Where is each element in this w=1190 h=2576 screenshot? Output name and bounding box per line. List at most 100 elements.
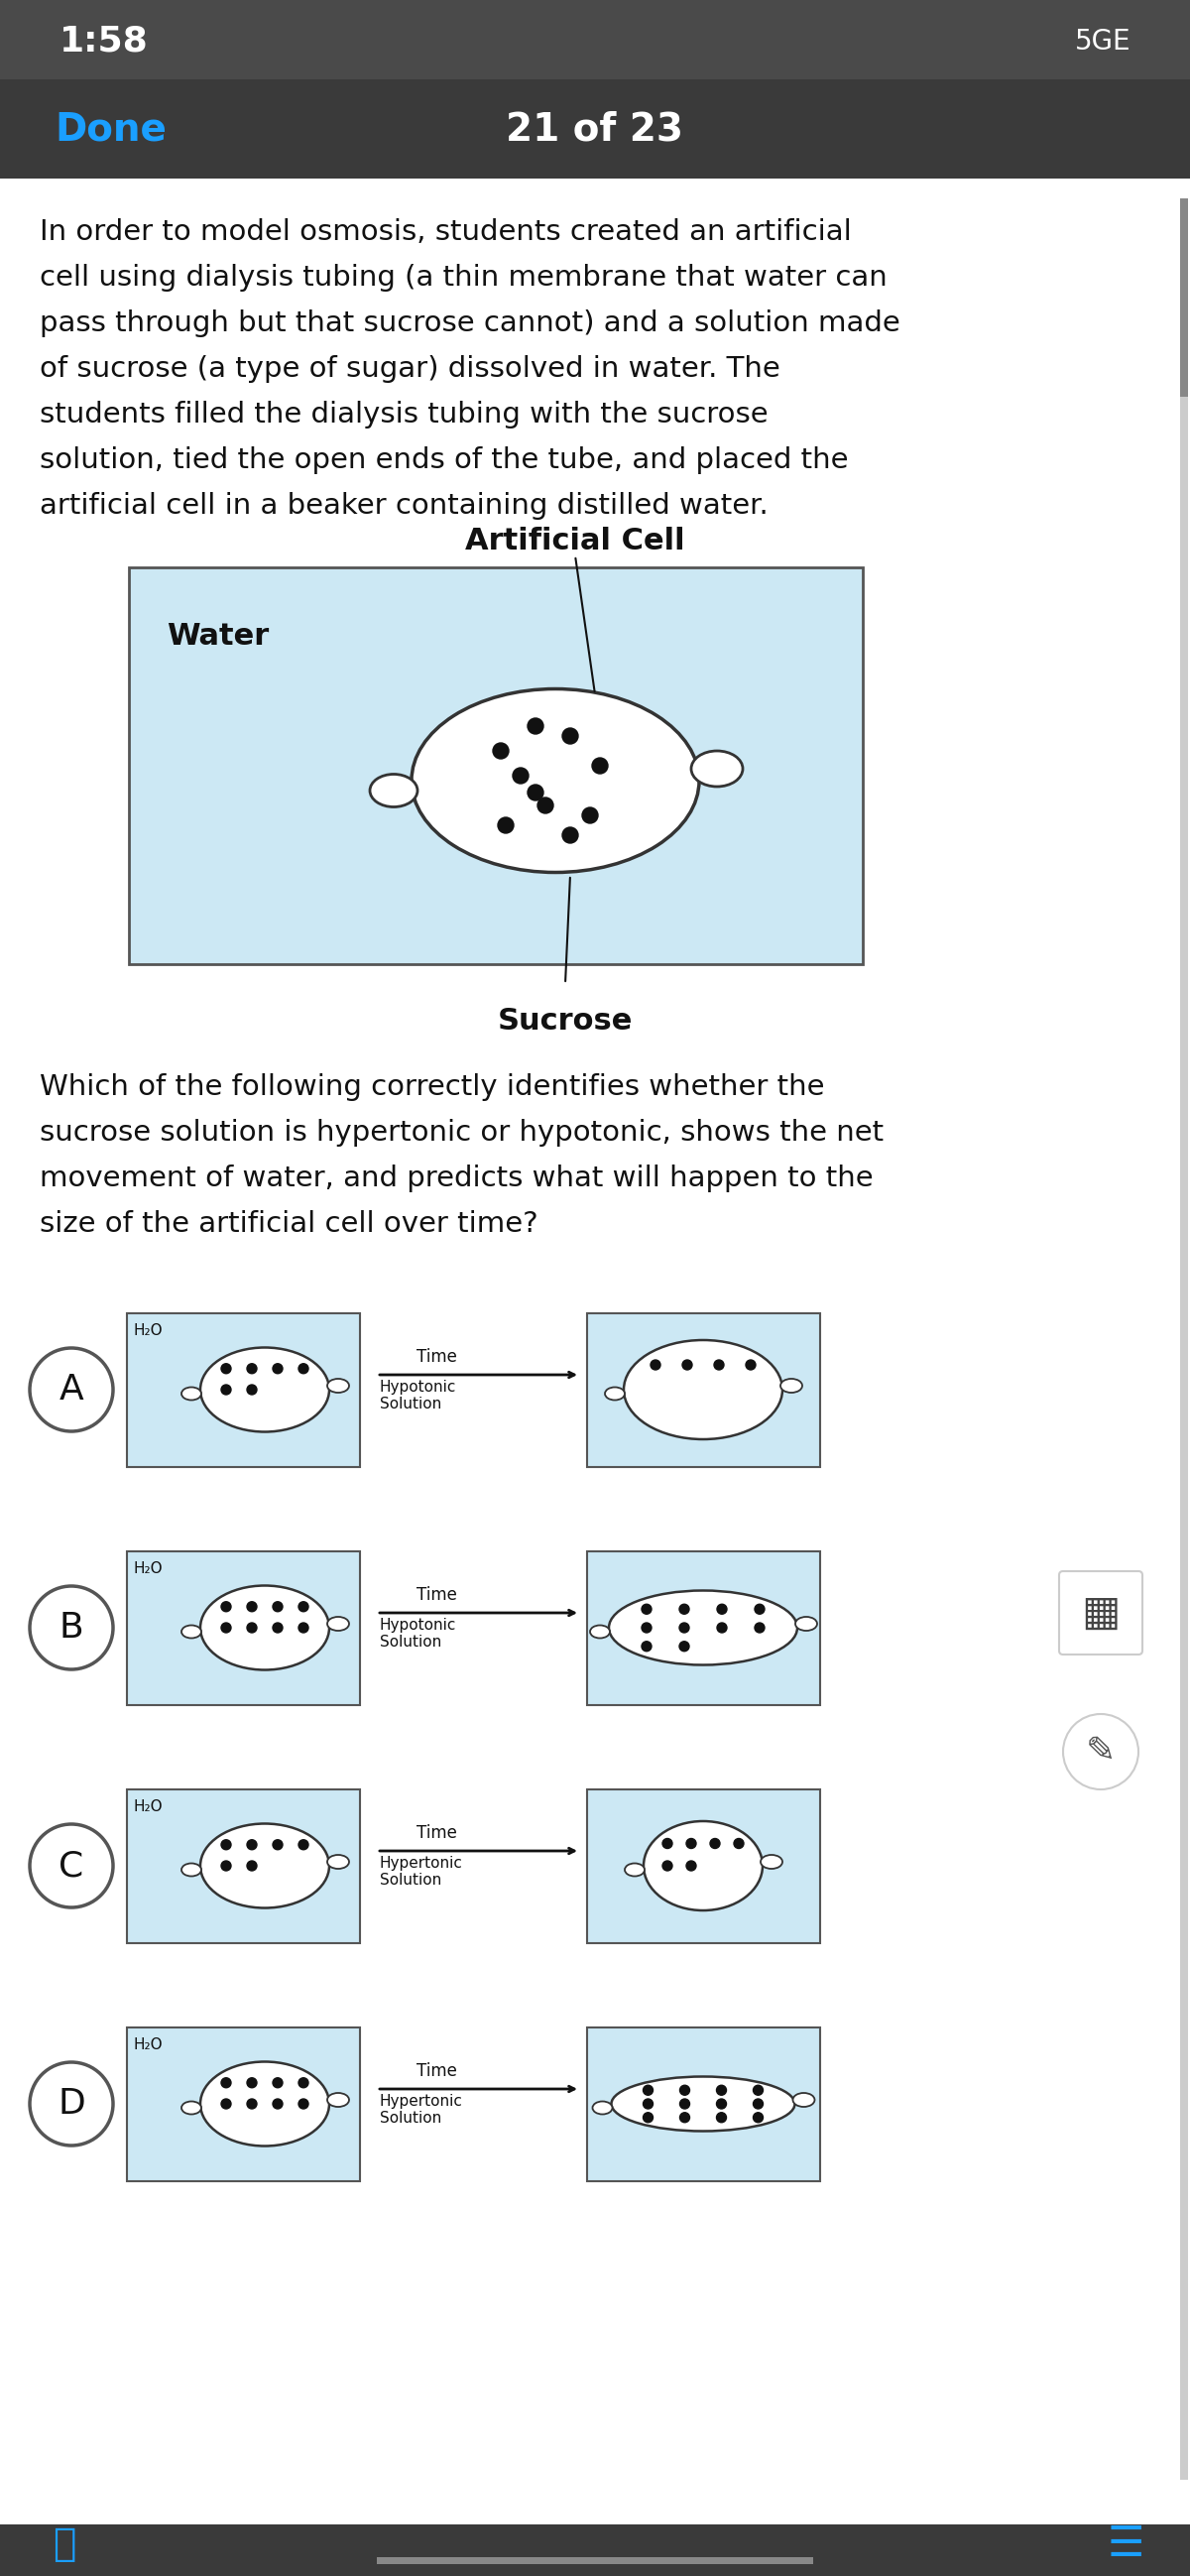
Text: Time: Time [416,2063,457,2079]
FancyBboxPatch shape [0,2524,1190,2576]
Circle shape [221,2079,231,2087]
Text: size of the artificial cell over time?: size of the artificial cell over time? [39,1211,538,1239]
Ellipse shape [624,1340,783,1440]
Circle shape [221,1839,231,1850]
Circle shape [221,1386,231,1394]
Ellipse shape [625,1862,645,1875]
Circle shape [663,1860,672,1870]
Circle shape [710,1839,720,1850]
Text: 1:58: 1:58 [60,26,149,59]
Circle shape [248,1386,257,1394]
Circle shape [746,1360,756,1370]
Text: students filled the dialysis tubing with the sucrose: students filled the dialysis tubing with… [39,402,769,428]
Circle shape [716,2112,726,2123]
Circle shape [248,1839,257,1850]
Circle shape [30,1587,113,1669]
Circle shape [679,1623,689,1633]
FancyBboxPatch shape [0,80,1190,178]
Circle shape [299,2099,308,2110]
Circle shape [716,2084,726,2094]
Circle shape [651,1360,660,1370]
Circle shape [716,1623,727,1633]
FancyBboxPatch shape [1180,198,1188,2481]
FancyBboxPatch shape [0,178,1190,2519]
FancyBboxPatch shape [1059,1571,1142,1654]
Ellipse shape [781,1378,802,1394]
Circle shape [679,2084,690,2094]
Circle shape [754,1623,765,1633]
Circle shape [497,817,514,832]
Circle shape [30,2063,113,2146]
FancyBboxPatch shape [587,1314,820,1468]
Circle shape [663,1839,672,1850]
Circle shape [679,1641,689,1651]
Circle shape [273,2099,283,2110]
Circle shape [299,1363,308,1373]
FancyBboxPatch shape [1180,198,1188,397]
Ellipse shape [200,1824,330,1909]
Text: artificial cell in a beaker containing distilled water.: artificial cell in a beaker containing d… [39,492,769,520]
Text: Time: Time [416,1587,457,1605]
FancyBboxPatch shape [587,1790,820,1942]
Ellipse shape [691,750,743,786]
Circle shape [1063,1713,1139,1790]
Circle shape [248,1623,257,1633]
Circle shape [221,1363,231,1373]
Text: solution, tied the open ends of the tube, and placed the: solution, tied the open ends of the tube… [39,446,848,474]
Ellipse shape [200,2061,330,2146]
Circle shape [687,1839,696,1850]
Circle shape [30,1824,113,1906]
Text: Done: Done [55,111,167,147]
Circle shape [679,2112,690,2123]
Text: 21 of 23: 21 of 23 [506,111,684,147]
Text: cell using dialysis tubing (a thin membrane that water can: cell using dialysis tubing (a thin membr… [39,263,888,291]
Circle shape [679,1605,689,1615]
Circle shape [273,1623,283,1633]
Ellipse shape [327,1618,349,1631]
Text: pass through but that sucrose cannot) and a solution made: pass through but that sucrose cannot) an… [39,309,900,337]
Text: sucrose solution is hypertonic or hypotonic, shows the net: sucrose solution is hypertonic or hypoto… [39,1118,884,1146]
Text: D: D [57,2087,86,2120]
Text: ⎙: ⎙ [52,2524,76,2563]
Ellipse shape [590,1625,610,1638]
Text: ☰: ☰ [1107,2524,1144,2566]
Ellipse shape [793,2092,815,2107]
Circle shape [679,2099,690,2110]
Ellipse shape [612,2076,795,2130]
Text: Time: Time [416,1824,457,1842]
Circle shape [753,2084,763,2094]
Circle shape [248,1363,257,1373]
Ellipse shape [370,775,418,806]
Text: Which of the following correctly identifies whether the: Which of the following correctly identif… [39,1074,825,1100]
Circle shape [643,2084,653,2094]
Circle shape [527,786,544,801]
Text: H₂O: H₂O [133,1798,163,1814]
Text: Hypotonic
Solution: Hypotonic Solution [380,1618,457,1651]
Ellipse shape [200,1587,330,1669]
Text: B: B [60,1610,83,1643]
FancyBboxPatch shape [587,1551,820,1705]
Ellipse shape [181,1625,201,1638]
Circle shape [734,1839,744,1850]
Text: ✎: ✎ [1085,1734,1116,1770]
Circle shape [30,1347,113,1432]
Circle shape [527,719,544,734]
Circle shape [641,1605,652,1615]
Ellipse shape [644,1821,763,1911]
Circle shape [273,2079,283,2087]
Ellipse shape [412,688,700,873]
Circle shape [716,1605,727,1615]
Circle shape [682,1360,693,1370]
Text: ▦: ▦ [1082,1592,1120,1633]
Text: Water: Water [167,621,269,652]
Text: Hypertonic
Solution: Hypertonic Solution [380,2094,463,2125]
Text: Artificial Cell: Artificial Cell [465,526,685,556]
Circle shape [643,2112,653,2123]
Text: C: C [58,1850,84,1883]
Text: Time: Time [416,1347,457,1365]
Circle shape [299,2079,308,2087]
Circle shape [248,1860,257,1870]
FancyBboxPatch shape [127,1314,361,1468]
Text: of sucrose (a type of sugar) dissolved in water. The: of sucrose (a type of sugar) dissolved i… [39,355,781,384]
FancyBboxPatch shape [377,2558,813,2563]
